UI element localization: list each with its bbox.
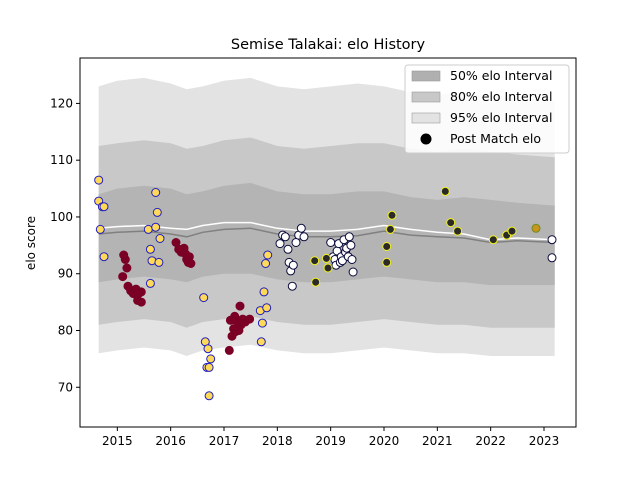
elo-point [94, 175, 104, 185]
x-tick-label: 2018 [262, 434, 293, 448]
plot-frame [79, 57, 577, 428]
legend-swatch [411, 112, 441, 124]
x-tick-label: 2021 [422, 434, 453, 448]
elo-point [199, 293, 209, 303]
elo-point [151, 222, 161, 232]
elo-point [348, 267, 358, 277]
x-tick-label: 2016 [155, 434, 186, 448]
elo-point [95, 224, 105, 234]
elo-point [323, 263, 333, 273]
band-50 [98, 182, 555, 286]
elo-point [120, 255, 130, 264]
elo-point [203, 344, 213, 354]
post-match-elo-points [94, 175, 557, 401]
elo-point [204, 391, 214, 401]
elo-point [262, 303, 272, 313]
elo-point [283, 244, 293, 254]
elo-point [287, 281, 297, 291]
elo-point [385, 224, 395, 234]
elo-point [118, 272, 128, 282]
elo-point [347, 255, 357, 264]
x-tick-label: 2017 [209, 434, 240, 448]
elo-point [387, 210, 397, 220]
chart-title: Semise Talakai: elo History [231, 37, 426, 53]
elo-point [382, 242, 392, 251]
elo-point [440, 186, 450, 196]
elo-point [288, 260, 298, 270]
y-tick-label: 70 [58, 380, 73, 394]
elo-point [488, 235, 498, 245]
elo-point [143, 224, 153, 234]
legend-box [404, 64, 570, 154]
elo-point [122, 263, 132, 273]
elo-point [245, 314, 255, 324]
elo-point [275, 239, 285, 249]
elo-point [382, 257, 392, 267]
y-tick-label: 90 [58, 267, 73, 281]
elo-point [204, 362, 214, 372]
elo-point [296, 223, 306, 233]
elo-point [344, 232, 354, 242]
elo-point [154, 257, 164, 267]
elo-point [547, 253, 557, 263]
legend-swatch [411, 70, 441, 82]
legend: 50% elo Interval 80% elo Interval 95% elo … [404, 64, 570, 154]
elo-point [256, 337, 266, 347]
legend-marker [420, 133, 432, 145]
elo-point [261, 259, 271, 268]
elo-point [291, 238, 301, 247]
legend-label: 80% elo Interval [450, 89, 552, 104]
elo-point [257, 318, 267, 328]
elo-point [453, 226, 463, 236]
elo-point [145, 244, 155, 254]
y-axis-label: elo score [24, 216, 38, 270]
elo-point [99, 252, 109, 262]
y-axis: 70 80 90 100 110 120 [50, 96, 80, 394]
legend-label: Post Match elo [450, 131, 541, 146]
elo-point [547, 235, 557, 245]
elo-point [507, 226, 517, 236]
legend-label: 95% elo Interval [450, 110, 552, 125]
elo-point [310, 256, 320, 266]
elo-point [206, 354, 216, 364]
elo-point [145, 278, 155, 288]
x-tick-label: 2023 [529, 434, 560, 448]
elo-point [446, 218, 456, 228]
elo-point [311, 277, 321, 287]
legend-swatch [411, 91, 441, 103]
elo-point [155, 234, 165, 243]
elo-point [280, 232, 290, 242]
elo-point [151, 188, 161, 197]
elo-point [326, 238, 336, 247]
x-tick-label: 2022 [475, 434, 506, 448]
y-tick-label: 80 [58, 323, 73, 337]
elo-point [259, 287, 269, 297]
elo-point [346, 240, 356, 250]
elo-point [531, 223, 541, 233]
x-axis: 2015 2016 2017 2018 2019 2020 2021 2022 2023 [102, 427, 559, 448]
x-tick-label: 2019 [315, 434, 346, 448]
elo-point [263, 250, 273, 260]
elo-point [224, 345, 234, 355]
elo-point [299, 232, 309, 242]
elo-point [186, 259, 196, 268]
x-tick-label: 2015 [102, 434, 133, 448]
y-tick-label: 120 [50, 96, 73, 110]
elo-point [99, 202, 109, 212]
elo-point [321, 253, 331, 263]
y-tick-label: 110 [50, 153, 73, 167]
x-tick-label: 2020 [369, 434, 400, 448]
legend-label: 50% elo Interval [450, 68, 552, 83]
elo-point [136, 287, 146, 297]
elo-point [235, 301, 245, 311]
elo-point [152, 207, 162, 217]
elo-point [136, 297, 146, 307]
y-tick-label: 100 [50, 210, 73, 224]
